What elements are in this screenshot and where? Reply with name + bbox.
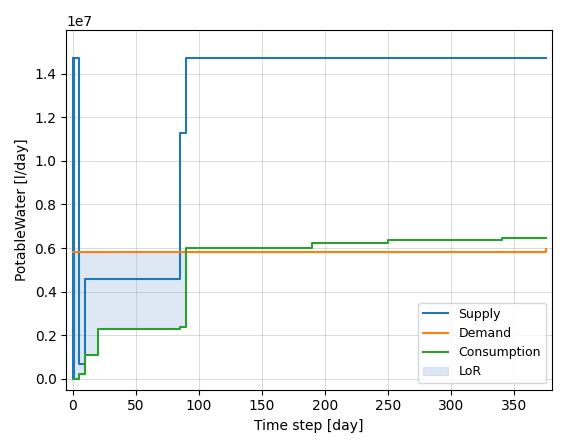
Supply [95, 276, 101, 281]
Supply [196, 56, 202, 61]
Consumption [95, 326, 101, 332]
Consumption [384, 238, 391, 243]
Consumption [183, 246, 189, 251]
Consumption [75, 372, 82, 377]
Supply [542, 56, 549, 61]
Consumption [460, 237, 467, 242]
Line: Consumption: Consumption [73, 238, 545, 379]
Supply [183, 130, 189, 135]
Supply [196, 56, 202, 61]
Supply [82, 276, 88, 281]
Supply [69, 56, 76, 61]
Consumption [196, 246, 202, 251]
Line: Supply: Supply [73, 59, 545, 379]
Supply [75, 56, 82, 61]
Consumption [176, 324, 183, 329]
Consumption [542, 236, 549, 241]
Consumption [498, 236, 505, 241]
Supply [176, 276, 183, 281]
Consumption [82, 352, 88, 358]
Supply [70, 56, 77, 61]
Consumption [70, 376, 77, 382]
Supply [70, 376, 77, 382]
Supply [95, 276, 101, 281]
Consumption [69, 376, 76, 382]
Supply [82, 361, 88, 366]
Legend: Supply, Demand, Consumption, LoR: Supply, Demand, Consumption, LoR [418, 303, 546, 383]
Supply [69, 376, 76, 382]
Consumption [309, 241, 316, 246]
Supply [176, 130, 183, 135]
Consumption [69, 376, 76, 382]
X-axis label: Time step [day]: Time step [day] [255, 419, 364, 433]
Y-axis label: PotableWater [l/day]: PotableWater [l/day] [15, 138, 29, 281]
Supply [183, 56, 189, 61]
Supply [75, 361, 82, 366]
